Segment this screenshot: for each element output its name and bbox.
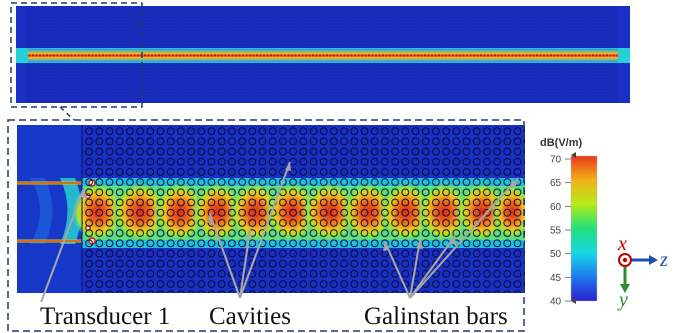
annotation-arrowheads [80, 162, 518, 251]
selection-box [10, 2, 143, 108]
y-axis-label: y [617, 289, 628, 311]
colorbar-gradient [570, 155, 598, 302]
coordinate-axes: x z y [617, 233, 668, 311]
colorbar-tick-label: 50 [550, 249, 562, 260]
y-arrowhead [620, 284, 630, 293]
colorbar-tick-label: 55 [550, 226, 562, 237]
galinstan-bars-label: Galinstan bars [364, 303, 508, 330]
colorbar-tick-label: 65 [550, 178, 562, 189]
colorbar-tick-label: 70 [550, 155, 562, 166]
colorbar-tick-label: 60 [550, 202, 562, 213]
z-arrowhead [649, 255, 658, 265]
annotation-arrows [39, 161, 519, 306]
colorbar-tick-label: 45 [550, 273, 562, 284]
colorbar-max-marker [571, 152, 576, 158]
colorbar-tick-label: 40 [550, 297, 562, 308]
zoom-connector [59, 106, 75, 121]
z-axis-label: z [659, 249, 668, 271]
x-axis-label: x [617, 233, 627, 255]
zoom-panel [17, 125, 525, 293]
transducer-label: Transducer 1 [40, 303, 170, 330]
colorbar: dB(V/m) 70 65 60 55 50 45 40 [540, 137, 598, 308]
overview-panel [16, 6, 630, 103]
colorbar-min-marker [571, 298, 576, 304]
cavities-label: Cavities [209, 303, 291, 330]
zoom-frame [7, 119, 525, 332]
colorbar-title: dB(V/m) [540, 137, 583, 149]
